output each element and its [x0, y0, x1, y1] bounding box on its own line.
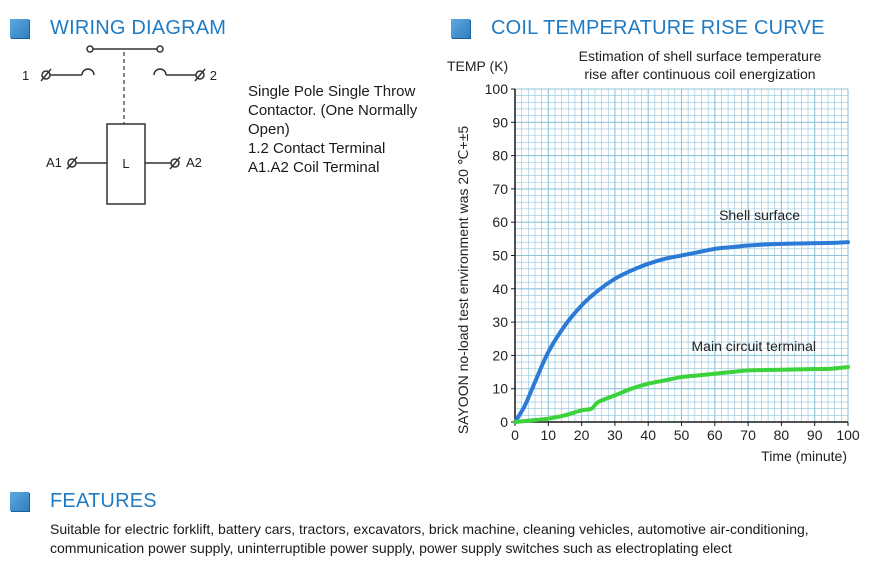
x-tick-label: 20 — [574, 427, 590, 443]
shell-surface-line — [513, 240, 850, 424]
terminal-1-wire — [40, 68, 82, 82]
wiring-diagram: 1 2 L A1 A2 — [22, 45, 217, 205]
y-axis-top-label: TEMP (K) — [447, 58, 508, 74]
y-tick-label: 40 — [492, 281, 508, 297]
y-tick-label: 60 — [492, 214, 508, 230]
features-title: FEATURES — [50, 490, 157, 512]
chart-labels: Estimation of shell surface temperature … — [447, 48, 847, 464]
features-line: Suitable for electric forklift, battery … — [50, 521, 809, 537]
series-label-shell-surface: Shell surface — [719, 207, 800, 223]
y-axis-side-label: SAYOON no-load test environment was 20 ℃… — [455, 126, 471, 435]
wiring-diagram-header: WIRING DIAGRAM — [10, 17, 226, 40]
features-line: communication power supply, uninterrupti… — [50, 540, 732, 556]
coil-curve-title: COIL TEMPERATURE RISE CURVE — [491, 17, 825, 39]
terminal-a1-label: A1 — [46, 155, 62, 170]
x-tick-label: 0 — [511, 427, 519, 443]
wiring-desc-line: Open) — [248, 121, 290, 138]
y-tick-label: 100 — [485, 81, 509, 97]
y-tick-label: 70 — [492, 181, 508, 197]
series-label-main-circuit-terminal: Main circuit terminal — [692, 338, 816, 354]
wiring-desc-line: Single Pole Single Throw — [248, 83, 416, 100]
features-header: FEATURES — [10, 490, 157, 513]
coil-label: L — [122, 156, 129, 171]
x-tick-label: 50 — [674, 427, 690, 443]
contact-bridge — [81, 45, 167, 76]
wiring-desc-line: A1.A2 Coil Terminal — [248, 159, 380, 176]
terminal-2-wire — [166, 68, 206, 82]
x-axis-label: Time (minute) — [761, 448, 847, 464]
features-description: Suitable for electric forklift, battery … — [50, 520, 870, 558]
x-tick-label: 100 — [836, 427, 860, 443]
coil-curve-header: COIL TEMPERATURE RISE CURVE — [451, 17, 825, 40]
wiring-desc-line: Contactor. (One Normally — [248, 102, 418, 119]
x-tick-label: 30 — [607, 427, 623, 443]
coil-box — [106, 123, 146, 205]
wiring-desc-line: 1.2 Contact Terminal — [248, 140, 386, 157]
chart-axes: 0 10 20 30 40 50 60 70 80 90 100 0 10 20 30 40 50 60 70 80 9… — [485, 81, 860, 443]
chart-title-line1: Estimation of shell surface temperature — [579, 48, 822, 64]
y-tick-label: 0 — [500, 414, 508, 430]
wiring-description: Single Pole Single Throw Contactor. (One… — [248, 82, 448, 177]
x-tick-label: 60 — [707, 427, 723, 443]
x-tick-label: 90 — [807, 427, 823, 443]
terminal-a2-label: A2 — [186, 155, 202, 170]
y-tick-label: 20 — [492, 347, 508, 363]
y-tick-label: 10 — [492, 381, 508, 397]
y-tick-label: 90 — [492, 114, 508, 130]
x-tick-label: 40 — [640, 427, 656, 443]
wiring-diagram-title: WIRING DIAGRAM — [50, 17, 227, 39]
terminal-2-label: 2 — [210, 68, 217, 83]
x-tick-label: 80 — [774, 427, 790, 443]
section-square-icon — [451, 19, 470, 38]
y-tick-label: 30 — [492, 314, 508, 330]
terminal-1-label: 1 — [22, 68, 29, 83]
coil-wires — [66, 156, 181, 170]
temperature-rise-chart: 0 10 20 30 40 50 60 70 80 90 100 0 10 20 30 40 50 60 70 80 9… — [447, 48, 860, 464]
section-square-icon — [10, 19, 29, 38]
chart-title-line2: rise after continuous coil energization — [584, 66, 815, 82]
main-circuit-terminal-line — [513, 365, 850, 424]
x-tick-label: 10 — [541, 427, 557, 443]
chart-series — [513, 240, 850, 424]
section-square-icon — [10, 492, 29, 511]
y-tick-label: 50 — [492, 248, 508, 264]
y-tick-label: 80 — [492, 148, 508, 164]
x-tick-label: 70 — [740, 427, 756, 443]
